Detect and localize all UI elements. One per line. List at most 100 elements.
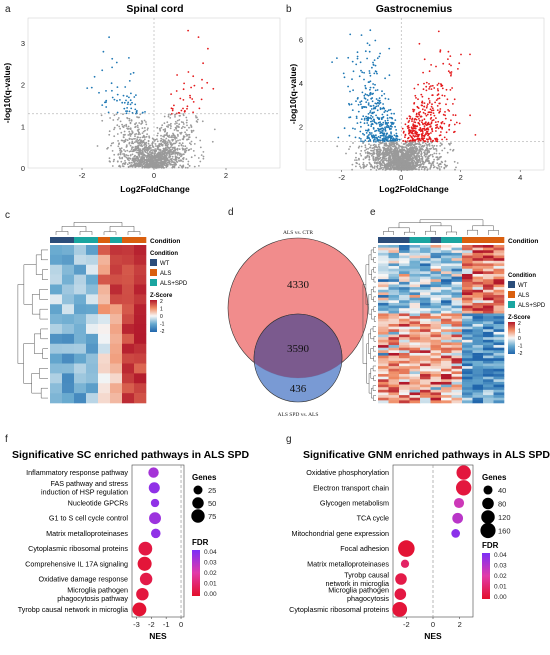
volcano-point [378, 117, 380, 119]
heatmap-cell [462, 369, 473, 372]
volcano-point [445, 160, 447, 162]
condition-cell [50, 237, 62, 243]
volcano-point [162, 152, 164, 154]
volcano-point [436, 153, 438, 155]
heatmap-cell [389, 398, 400, 401]
volcano-point [439, 145, 441, 147]
heatmap-cell [431, 329, 442, 332]
volcano-point [395, 155, 397, 157]
dendrogram-branch [32, 373, 41, 393]
volcano-point [354, 159, 356, 161]
volcano-point [409, 118, 411, 120]
volcano-point [94, 76, 96, 78]
volcano-point [424, 129, 426, 131]
heatmap-cell [431, 369, 442, 372]
volcano-point [348, 148, 350, 150]
volcano-point [362, 92, 364, 94]
volcano-point [154, 155, 156, 157]
heatmap-cell [431, 366, 442, 369]
heatmap-cell [399, 345, 410, 348]
heatmap-cell [452, 369, 463, 372]
heatmap-cell [441, 250, 452, 253]
volcano-point [393, 113, 395, 115]
heatmap-cell [452, 358, 463, 361]
volcano-point [132, 146, 134, 148]
volcano-point [178, 126, 180, 128]
volcano-point [161, 144, 163, 146]
volcano-point [369, 162, 371, 164]
volcano-point [428, 133, 430, 135]
volcano-point [357, 97, 359, 99]
volcano-point [383, 128, 385, 130]
volcano-point [422, 137, 424, 139]
volcano-point [381, 95, 383, 97]
volcano-point [166, 135, 168, 137]
volcano-point [413, 135, 415, 137]
volcano-point [419, 120, 421, 122]
venn-count: 3590 [287, 343, 310, 355]
color-legend-label: 0.00 [204, 591, 217, 598]
heatmap-cell [473, 392, 484, 395]
volcano-point [448, 129, 450, 131]
heatmap-cell [50, 304, 62, 314]
heatmap-cell [110, 275, 122, 285]
volcano-point [354, 128, 356, 130]
heatmap-cell [431, 337, 442, 340]
volcano-point [182, 158, 184, 160]
volcano-point [190, 87, 192, 89]
volcano-point [399, 169, 401, 171]
volcano-point [350, 116, 352, 118]
legend-title: Condition [508, 273, 536, 279]
dendrogram-branch [383, 231, 394, 235]
volcano-point [382, 130, 384, 132]
heatmap-cell [483, 335, 494, 338]
heatmap-cells-c [50, 245, 146, 403]
panel-label-a: a [5, 4, 11, 15]
volcano-point [116, 100, 118, 102]
volcano-point [421, 129, 423, 131]
heatmap-cell [389, 382, 400, 385]
heatmap-cell [399, 387, 410, 390]
volcano-point [450, 149, 452, 151]
volcano-point [359, 75, 361, 77]
volcano-point [418, 146, 420, 148]
volcano-point [155, 143, 157, 145]
volcano-point [392, 146, 394, 148]
heatmap-cell [494, 361, 505, 364]
heatmap-cell [122, 314, 134, 324]
heatmap-cell [420, 298, 431, 301]
volcano-point [137, 149, 139, 151]
volcano-point [121, 140, 123, 142]
volcano-point [425, 123, 427, 125]
volcano-point [112, 150, 114, 152]
volcano-point [433, 159, 435, 161]
dendrogram-branch [24, 344, 35, 384]
volcano-point [137, 140, 139, 142]
heatmap-cell [431, 279, 442, 282]
heatmap-cell [378, 358, 389, 361]
heatmap-cell [389, 248, 400, 251]
volcano-point [426, 169, 428, 171]
heatmap-cell [134, 354, 146, 364]
volcano-point [160, 153, 162, 155]
volcano-point [374, 84, 376, 86]
volcano-point [358, 158, 360, 160]
volcano-point [403, 143, 405, 145]
volcano-point [351, 103, 353, 105]
heatmap-cell [441, 329, 452, 332]
heatmap-cell [473, 282, 484, 285]
pathway-dot [139, 542, 153, 556]
heatmap-cell [399, 385, 410, 388]
y-tick-label: 2 [299, 123, 303, 132]
heatmap-cell [98, 354, 110, 364]
volcano-point [132, 131, 134, 133]
heatmap-cell [378, 308, 389, 311]
heatmap-cell [431, 263, 442, 266]
volcano-point [431, 120, 433, 122]
volcano-point [414, 146, 416, 148]
volcano-point [384, 120, 386, 122]
heatmap-cell [378, 342, 389, 345]
pathway-dot [149, 482, 160, 493]
volcano-point [172, 152, 174, 154]
volcano-point [364, 106, 366, 108]
